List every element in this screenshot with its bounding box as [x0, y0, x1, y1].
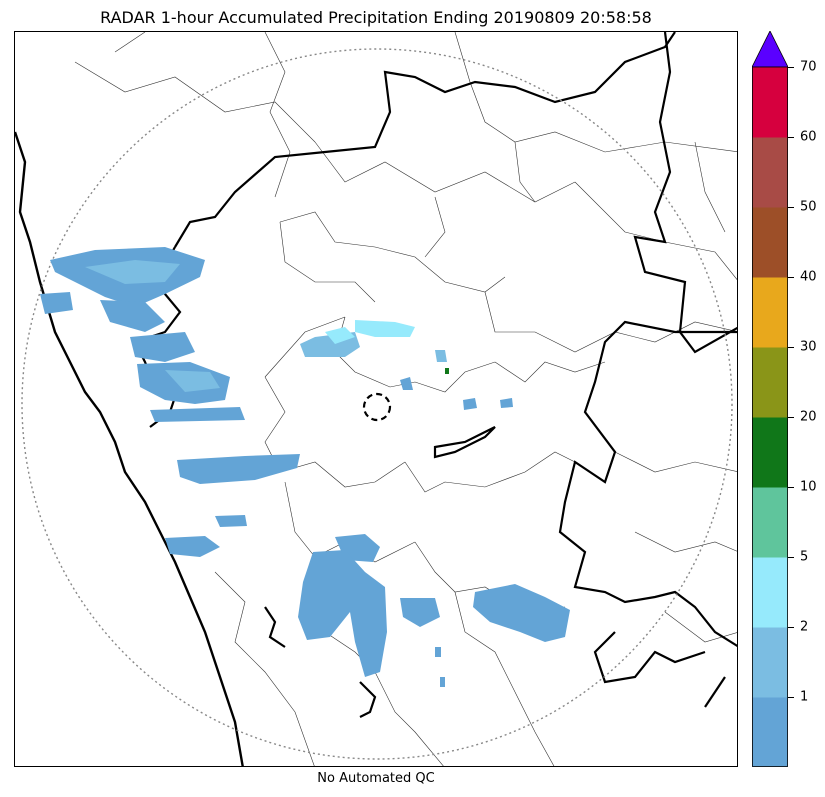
colorbar-bin-2 [752, 627, 788, 698]
colorbar-bin-70 [752, 67, 788, 138]
colorbar-tick-label: 30 [800, 339, 817, 355]
colorbar-bin-40 [752, 277, 788, 348]
colorbar-bin-1 [752, 697, 788, 768]
colorbar-extend-triangle [751, 30, 789, 68]
colorbar-tick-label: 5 [800, 549, 809, 565]
colorbar-tick-mark [788, 67, 794, 68]
chart-title: RADAR 1-hour Accumulated Precipitation E… [100, 8, 652, 27]
colorbar-tick-mark [788, 277, 794, 278]
colorbar-tick-mark [788, 487, 794, 488]
colorbar-tick-label: 20 [800, 409, 817, 425]
colorbar-tick-mark [788, 417, 794, 418]
coastline [15, 131, 244, 766]
colorbar-tick-label: 10 [800, 479, 817, 495]
radar-map[interactable] [14, 31, 738, 767]
colorbar-tick-mark [788, 207, 794, 208]
colorbar-svg [751, 30, 789, 768]
colorbar-tick-label: 40 [800, 269, 817, 285]
colorbar-bin-60 [752, 137, 788, 208]
colorbar-bin-5 [752, 557, 788, 628]
colorbar-tick-mark [788, 697, 794, 698]
colorbar-tick-mark [788, 627, 794, 628]
colorbar-ticks: 1 2 5 10 20 30 40 50 60 70 [788, 31, 825, 767]
map-canvas [15, 32, 737, 766]
precip-echoes [40, 247, 570, 687]
colorbar-bin-10 [752, 487, 788, 558]
colorbar-bin-20 [752, 417, 788, 488]
colorbar-tick-label: 50 [800, 199, 817, 215]
colorbar-outline [752, 66, 788, 767]
colorbar-bin-30 [752, 347, 788, 418]
colorbar-tick-label: 2 [800, 619, 809, 635]
colorbar-tick-mark [788, 137, 794, 138]
colorbar-tick-mark [788, 557, 794, 558]
colorbar [751, 30, 789, 768]
colorbar-tick-label: 70 [800, 59, 817, 75]
colorbar-bin-50 [752, 207, 788, 278]
radar-site-marker [362, 392, 392, 422]
qc-footer: No Automated QC [317, 771, 435, 786]
colorbar-tick-mark [788, 347, 794, 348]
colorbar-tick-label: 1 [800, 689, 809, 705]
colorbar-tick-label: 60 [800, 129, 817, 145]
radar-range-ring [21, 48, 733, 760]
